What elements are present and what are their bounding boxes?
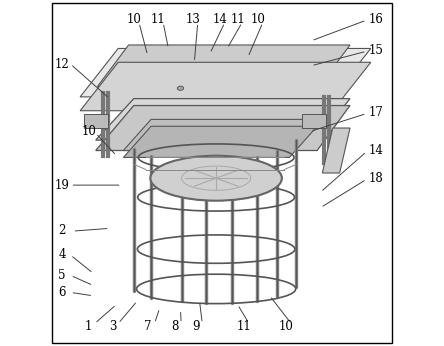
Bar	[83, 114, 108, 128]
Text: 16: 16	[369, 12, 384, 26]
Text: 4: 4	[59, 248, 66, 261]
Polygon shape	[96, 99, 350, 140]
Text: 10: 10	[81, 125, 96, 138]
Text: 2: 2	[59, 224, 66, 237]
Polygon shape	[96, 106, 350, 151]
Polygon shape	[322, 128, 350, 173]
Text: 3: 3	[109, 320, 117, 334]
Ellipse shape	[151, 156, 282, 201]
Text: 10: 10	[278, 320, 293, 334]
Text: 15: 15	[369, 44, 384, 57]
Text: 19: 19	[55, 179, 70, 192]
Text: 10: 10	[251, 12, 266, 26]
Text: 11: 11	[151, 12, 165, 26]
Text: 8: 8	[171, 320, 179, 334]
Text: 10: 10	[127, 12, 141, 26]
Text: 5: 5	[59, 268, 66, 282]
Text: 13: 13	[185, 12, 200, 26]
Polygon shape	[123, 126, 317, 157]
Text: 18: 18	[369, 172, 383, 185]
Polygon shape	[97, 45, 350, 86]
Text: 9: 9	[192, 320, 200, 334]
Ellipse shape	[177, 86, 184, 90]
Polygon shape	[80, 48, 371, 97]
Text: 6: 6	[59, 286, 66, 299]
Polygon shape	[123, 119, 317, 151]
Text: 11: 11	[230, 12, 245, 26]
Polygon shape	[80, 62, 371, 111]
Text: 14: 14	[369, 144, 384, 157]
Bar	[301, 114, 326, 128]
Text: 1: 1	[85, 320, 92, 334]
Text: 7: 7	[144, 320, 151, 334]
Text: 17: 17	[369, 106, 384, 119]
Text: 14: 14	[213, 12, 228, 26]
Text: 12: 12	[55, 57, 70, 71]
Text: 11: 11	[237, 320, 252, 334]
